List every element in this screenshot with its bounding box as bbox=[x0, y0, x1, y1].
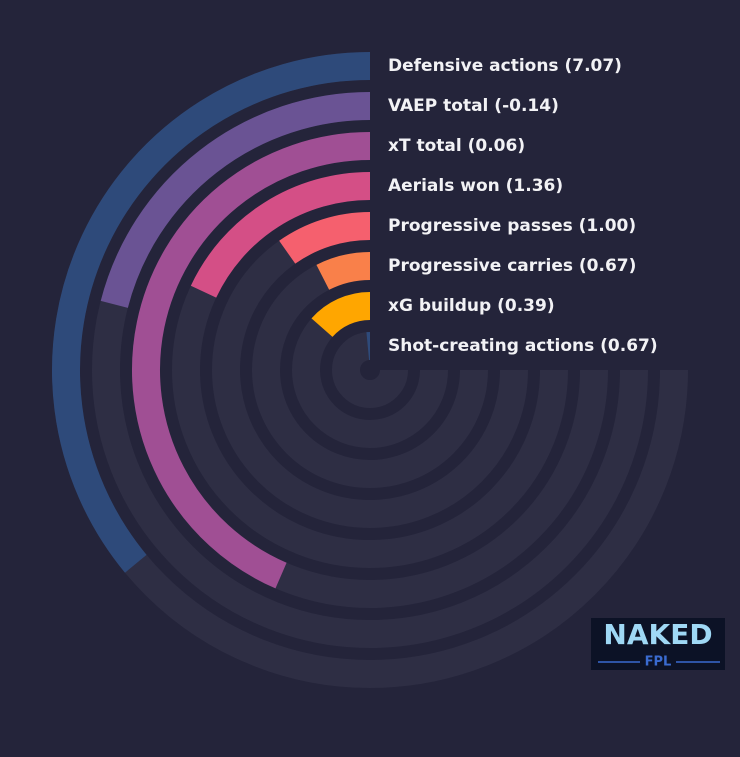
bar bbox=[52, 52, 371, 573]
logo-subtext: FPL bbox=[645, 655, 672, 670]
category-label: xG buildup (0.39) bbox=[388, 296, 555, 316]
category-label: xT total (0.06) bbox=[388, 136, 525, 156]
category-label: Progressive carries (0.67) bbox=[388, 256, 636, 276]
bar bbox=[132, 132, 371, 589]
bar bbox=[316, 252, 371, 291]
bar bbox=[311, 292, 371, 338]
track bbox=[332, 332, 408, 408]
track bbox=[252, 252, 488, 488]
category-label: Shot-creating actions (0.67) bbox=[388, 336, 658, 356]
category-label: Defensive actions (7.07) bbox=[388, 56, 622, 76]
track bbox=[212, 212, 528, 528]
category-label: VAEP total (-0.14) bbox=[388, 96, 559, 116]
category-label: Progressive passes (1.00) bbox=[388, 216, 636, 236]
bar bbox=[279, 212, 371, 264]
bar bbox=[190, 172, 371, 298]
plot: Defensive actions (7.07) VAEP total (-0.1… bbox=[52, 52, 688, 688]
logo-text: NAKED bbox=[603, 618, 712, 651]
logo: NAKED FPL bbox=[591, 618, 725, 670]
bar bbox=[100, 92, 371, 308]
category-label: Aerials won (1.36) bbox=[388, 176, 563, 196]
